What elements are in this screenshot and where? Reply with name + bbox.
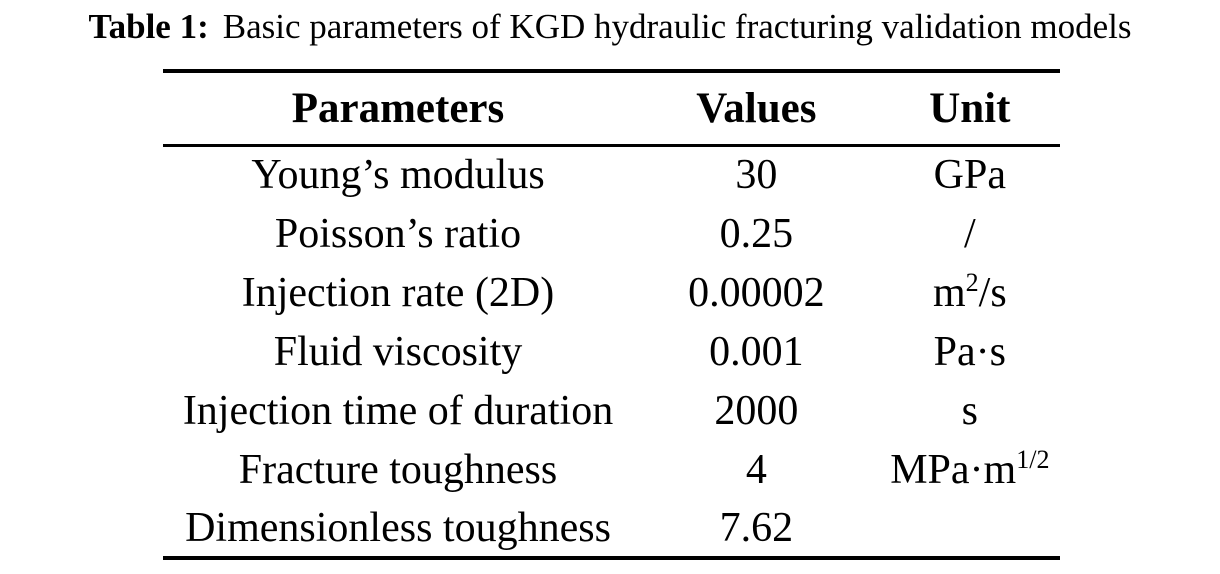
cell-parameter: Injection rate (2D) — [241, 269, 555, 316]
cell-value: 30 — [735, 152, 778, 199]
table-row: Injection time of duration 2000 s — [163, 381, 1060, 440]
table-row: Fluid viscosity 0.001 Pa·s — [163, 322, 1060, 381]
cell-parameter: Fluid viscosity — [273, 328, 523, 375]
cell-unit: s — [961, 387, 979, 434]
column-header-parameters: Parameters — [291, 84, 505, 132]
cell-value: 4 — [745, 446, 767, 493]
table-caption-text: Basic parameters of KGD hydraulic fractu… — [222, 7, 1132, 46]
table-row: Injection rate (2D) 0.00002 m2/s — [163, 263, 1060, 322]
cell-unit — [880, 499, 1060, 558]
table-row: Fracture toughness 4 MPa·m1/2 — [163, 440, 1060, 499]
table-caption-label: Table 1: — [88, 7, 209, 46]
cell-unit: GPa — [933, 152, 1007, 199]
table-row: Dimensionless toughness 7.62 — [163, 499, 1060, 558]
cell-value: 0.001 — [709, 328, 804, 375]
cell-unit: Pa·s — [933, 328, 1007, 375]
cell-parameter: Poisson’s ratio — [274, 210, 522, 257]
cell-parameter: Fracture toughness — [238, 446, 558, 493]
cell-value: 0.25 — [719, 210, 794, 257]
table-row: Young’s modulus 30 GPa — [163, 145, 1060, 204]
cell-value: 2000 — [714, 387, 799, 434]
table-row: Poisson’s ratio 0.25 / — [163, 204, 1060, 263]
parameters-table: Parameters Values Unit Young’s modulus 3… — [163, 69, 1060, 560]
cell-unit: MPa·m1/2 — [890, 445, 1050, 493]
column-header-values: Values — [696, 84, 817, 132]
superscript: 1/2 — [1016, 445, 1050, 475]
column-header-unit: Unit — [929, 84, 1011, 132]
parameters-table-container: Parameters Values Unit Young’s modulus 3… — [163, 69, 1060, 560]
table-header-row: Parameters Values Unit — [163, 71, 1060, 145]
table-caption: Table 1: Basic parameters of KGD hydrauli… — [0, 4, 1220, 50]
cell-unit: m2/s — [932, 268, 1007, 316]
cell-value: 0.00002 — [688, 269, 825, 316]
cell-parameter: Young’s modulus — [251, 152, 545, 199]
cell-parameter: Injection time of duration — [182, 387, 614, 434]
cell-unit: / — [964, 210, 976, 257]
cell-value: 7.62 — [719, 504, 794, 551]
cell-parameter: Dimensionless toughness — [185, 504, 611, 551]
superscript: 2 — [965, 268, 979, 298]
